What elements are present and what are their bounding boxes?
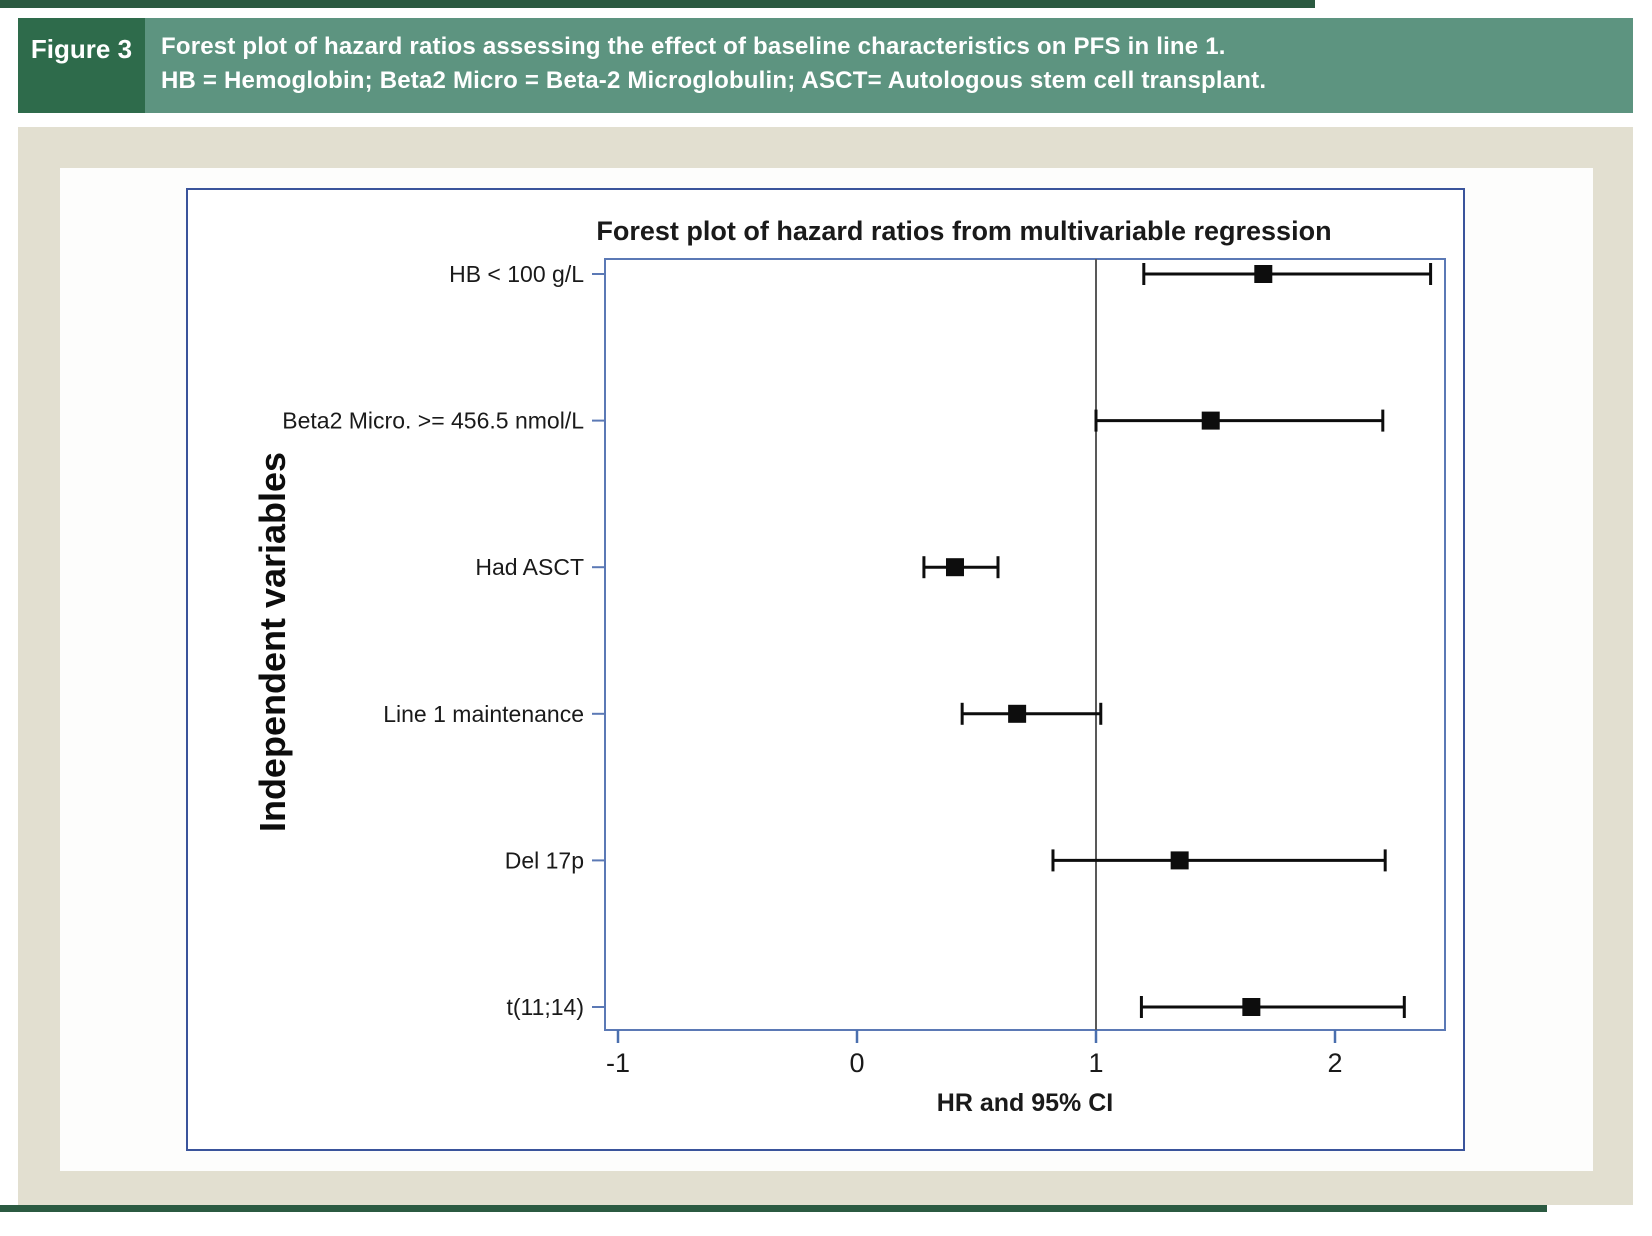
axes-box (604, 258, 1446, 1031)
top-border-line (0, 0, 1315, 8)
bottom-border-line (0, 1205, 1547, 1212)
x-tick-label: -1 (606, 1048, 630, 1078)
category-label: Line 1 maintenance (383, 701, 584, 727)
figure-title: Forest plot of hazard ratios assessing t… (145, 18, 1276, 113)
category-label: HB < 100 g/L (449, 261, 584, 287)
hr-marker (1254, 265, 1273, 283)
forest-plot: -1 0 1 2 HB < 100 g/L Beta2 Micro. >= 456.5 n… (252, 216, 1446, 1117)
x-tick-label: 2 (1327, 1048, 1342, 1078)
chart-outer-box: -1 0 1 2 HB < 100 g/L Beta2 Micro. >= 456.5 n… (186, 188, 1465, 1151)
figure-label: Figure 3 (18, 18, 145, 113)
x-tick-label: 1 (1088, 1048, 1103, 1078)
figure-title-line1: Forest plot of hazard ratios assessing t… (161, 33, 1226, 60)
figure-panel: -1 0 1 2 HB < 100 g/L Beta2 Micro. >= 456.5 n… (60, 168, 1593, 1171)
hr-marker (1008, 704, 1027, 723)
category-label: Del 17p (505, 847, 584, 873)
figure-header: Figure 3 Forest plot of hazard ratios as… (18, 18, 1633, 113)
y-axis-title: Independent variables (252, 452, 293, 832)
hr-marker (945, 558, 964, 577)
category-label: Beta2 Micro. >= 456.5 nmol/L (282, 408, 584, 434)
category-label: Had ASCT (475, 554, 584, 580)
chart-title: Forest plot of hazard ratios from multiv… (596, 216, 1331, 246)
figure-panel-frame: -1 0 1 2 HB < 100 g/L Beta2 Micro. >= 456.5 n… (18, 127, 1633, 1205)
figure-title-line2: HB = Hemoglobin; Beta2 Micro = Beta-2 Mi… (161, 67, 1267, 94)
x-axis-title: HR and 95% CI (937, 1089, 1113, 1117)
hr-marker (1242, 998, 1261, 1016)
hr-marker (1201, 411, 1220, 430)
x-tick-label: 0 (849, 1048, 864, 1078)
hr-marker (1170, 851, 1189, 870)
figure-label-text: Figure 3 (30, 34, 133, 64)
category-label: t(11;14) (506, 994, 584, 1020)
